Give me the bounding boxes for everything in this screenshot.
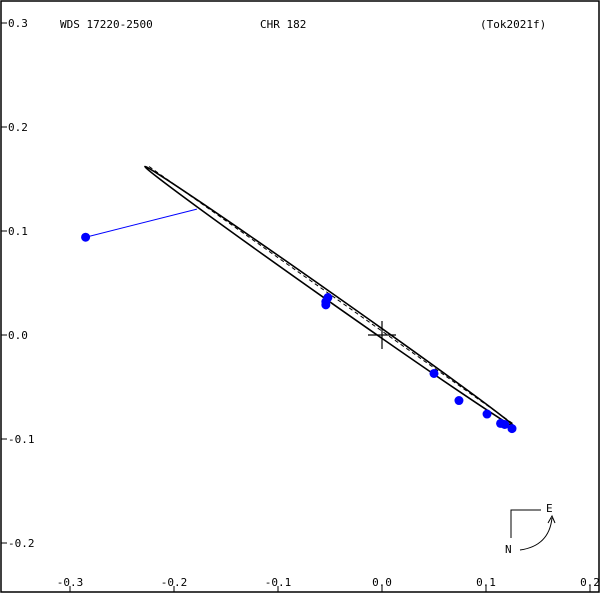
observation-point — [507, 424, 517, 434]
header-reference: (Tok2021f) — [480, 18, 546, 31]
x-tick-label: 0.0 — [372, 576, 392, 589]
x-tick-label: 0.1 — [476, 576, 496, 589]
y-tick-label: -0.1 — [8, 433, 35, 446]
x-tick-label: -0.3 — [57, 576, 84, 589]
observation-points — [81, 232, 517, 434]
residual-lines — [85, 208, 198, 238]
compass-rose: E N — [505, 502, 556, 556]
x-tick-label: -0.1 — [265, 576, 292, 589]
axis-ticks: -0.3 -0.2 -0.1 0.0 0.1 0.2 0.3 0.2 0.1 0.0 -0.1 -0.… — [1, 17, 600, 592]
header-wds-id: WDS 17220-2500 — [60, 18, 153, 31]
compass-arrow-icon — [519, 517, 553, 551]
observation-point — [81, 232, 91, 242]
y-tick-label: -0.2 — [8, 537, 35, 550]
compass-east-label: E — [546, 502, 553, 515]
compass-arrowhead-icon — [547, 514, 556, 524]
x-tick-label: -0.2 — [161, 576, 188, 589]
x-tick-label: 0.2 — [580, 576, 600, 589]
observation-point — [429, 368, 439, 378]
y-tick-label: 0.3 — [8, 17, 28, 30]
y-tick-label: 0.2 — [8, 121, 28, 134]
orbit-line-of-nodes — [148, 166, 515, 425]
observation-point — [321, 300, 331, 310]
y-tick-label: 0.1 — [8, 225, 28, 238]
observation-point — [500, 419, 510, 429]
compass-north-label: N — [505, 543, 512, 556]
compass-north-line — [510, 509, 541, 538]
primary-star-marker — [368, 321, 396, 349]
y-tick-label: 0.0 — [8, 329, 28, 342]
observation-point — [482, 409, 492, 419]
residual-line — [85, 208, 198, 238]
observation-point — [454, 396, 464, 406]
header-pair-name: CHR 182 — [260, 18, 306, 31]
